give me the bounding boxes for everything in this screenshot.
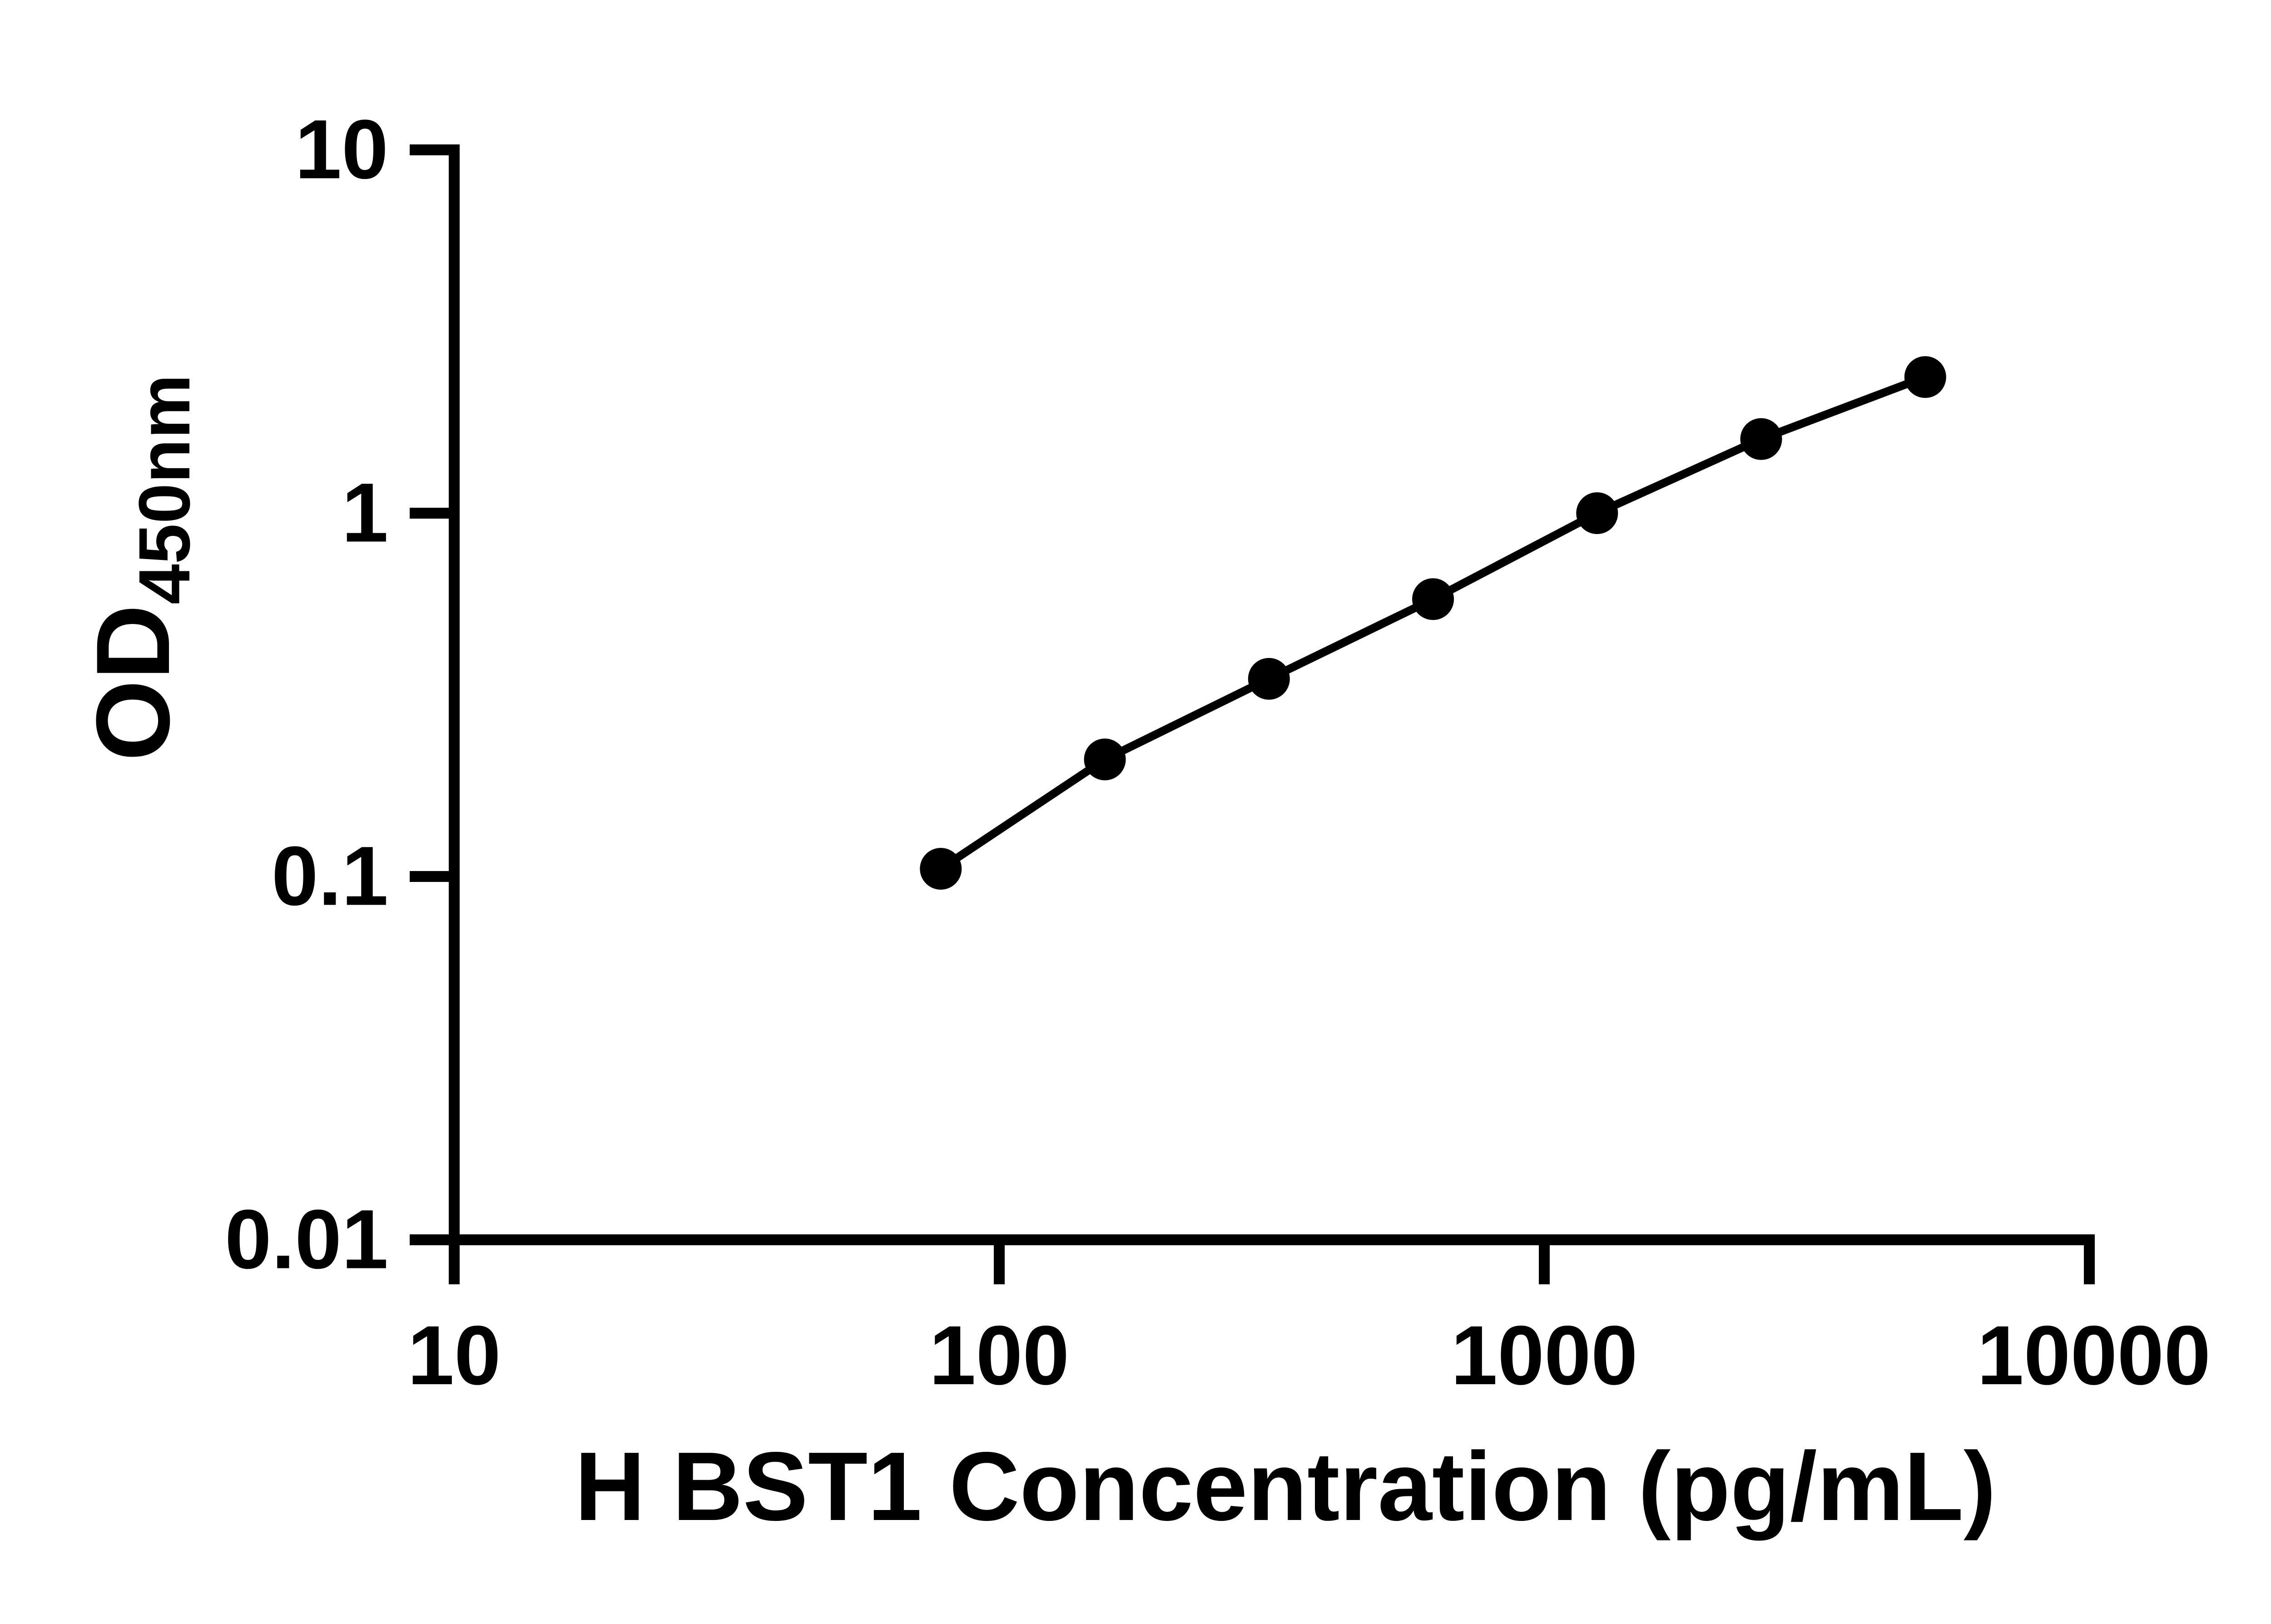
data-point-1250 [1576,492,1618,534]
y-tick-label-0.1: 0.1 [271,829,388,923]
x-tick-label-1000: 1000 [1451,1309,1638,1402]
x-tick-label-10000: 10000 [1977,1309,2211,1402]
data-point-312.5 [1248,658,1290,700]
y-tick-label-1: 1 [342,466,388,560]
x-tick-label-100: 100 [929,1309,1070,1402]
data-point-2500 [1740,418,1782,460]
data-point-625 [1412,578,1454,620]
data-point-78.125 [920,848,962,890]
data-point-156.25 [1084,738,1126,781]
x-tick-label-10: 10 [407,1309,501,1402]
x-axis-title: H BST1 Concentration (pg/mL) [575,1431,1996,1541]
y-tick-label-10: 10 [295,103,388,197]
y-axis-title-subscript: 450nm [124,374,205,604]
y-tick-label-0.01: 0.01 [224,1193,388,1287]
data-point-5000 [1904,356,1946,398]
y-axis-title-main: OD [74,604,191,761]
y-axis-title: OD450nm [74,374,205,761]
